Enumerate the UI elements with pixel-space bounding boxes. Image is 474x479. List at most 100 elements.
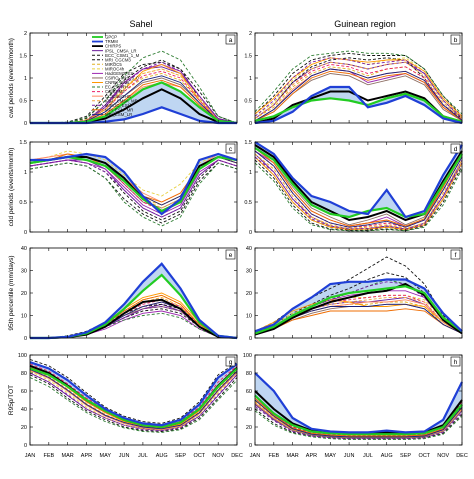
series-mpi-esm-lr-b xyxy=(254,68,463,122)
x-tick-label: JUN xyxy=(344,453,355,459)
y-tick-label: 0.5 xyxy=(244,200,252,206)
x-tick-label: MAR xyxy=(62,453,74,459)
series-ec-earth-h xyxy=(254,410,463,441)
series-ec-earth-c xyxy=(29,162,238,227)
y-tick-label: 1 xyxy=(249,170,252,176)
series-miroc-esm-f xyxy=(254,281,463,334)
y-tick-label: 100 xyxy=(243,353,252,359)
x-tick-label: OCT xyxy=(419,453,431,459)
series-mpi-esm-lr-d xyxy=(254,150,463,228)
panel-frame-g xyxy=(29,354,238,446)
series-ec-earth-e xyxy=(30,312,238,339)
y-tick-label: 10 xyxy=(246,314,252,320)
obs-envelope-h xyxy=(255,373,462,435)
panel-label-box-c xyxy=(225,143,236,154)
y-tick-label: 0 xyxy=(249,443,252,449)
y-tick-label: 100 xyxy=(18,353,27,359)
y-tick-label: 40 xyxy=(21,407,27,413)
series-ipsl-cm5a-lr-e xyxy=(30,303,238,339)
x-tick-label: APR xyxy=(81,453,92,459)
series-ec-earth-a xyxy=(30,50,238,124)
legend-label: BCC_CSM1_1_M xyxy=(105,53,140,58)
series-bcc-csm1-1-m-e xyxy=(30,303,238,339)
panel-label-box-b xyxy=(450,34,461,45)
x-tick-label: SEP xyxy=(400,453,411,459)
series-cnrm-cm5-b xyxy=(254,57,463,117)
series-canesm2-a xyxy=(30,70,238,124)
series-ipsl-cm5a-mr-d xyxy=(254,153,463,229)
y-tick-label: 40 xyxy=(246,407,252,413)
series-miroc-esm-h xyxy=(254,405,463,440)
series-trmm-e xyxy=(30,262,238,340)
panel-label-f: f xyxy=(455,252,457,259)
x-tick-label: MAR xyxy=(287,453,299,459)
series-mri-cgcm3-b xyxy=(254,57,463,119)
x-tick-label: NOV xyxy=(212,453,224,459)
series-mri-cgcm3-a xyxy=(30,59,238,124)
series-ec-earth-d xyxy=(254,162,463,232)
series-bcc-csm1-1-m-b xyxy=(254,52,463,117)
y-tick-label: 0 xyxy=(24,230,27,236)
series-trmm-b xyxy=(254,85,463,125)
panel-frame-h xyxy=(254,354,463,446)
x-tick-label: FEB xyxy=(43,453,54,459)
series-trmm-g xyxy=(29,361,238,427)
x-tick-label: JUL xyxy=(363,453,373,459)
panel-label-h: h xyxy=(454,359,458,366)
x-tick-label: AUG xyxy=(156,453,168,459)
panel-frame-d xyxy=(254,141,463,233)
series-gpcp-h xyxy=(254,394,463,436)
y-tick-label: 80 xyxy=(246,371,252,377)
series-csiro-mk3-6-0-d xyxy=(254,147,463,226)
series-bcc-csm1-1-m-g xyxy=(29,359,238,424)
series-csiro-mk3-6-0-h xyxy=(254,403,463,439)
y-tick-label: 60 xyxy=(246,389,252,395)
obs-envelope-f xyxy=(255,279,462,334)
series-miroc5-b xyxy=(254,66,463,120)
series-gpcp-b xyxy=(254,92,463,123)
panel-label-e: e xyxy=(229,252,233,259)
x-tick-label: MAY xyxy=(100,453,112,459)
y-tick-label: 10 xyxy=(21,314,27,320)
series-trmm-f xyxy=(254,278,463,333)
series-mri-cgcm3-g xyxy=(29,374,238,432)
x-tick-label: APR xyxy=(306,453,317,459)
series-miroc-esm-d xyxy=(254,156,463,230)
y-tick-label: 60 xyxy=(21,389,27,395)
y-tick-label: 1.5 xyxy=(244,54,252,60)
y-axis-label-c: cdd periods (events/month) xyxy=(8,148,15,227)
series-canesm2-g xyxy=(29,363,238,426)
legend-label: EC_EARTH xyxy=(105,85,128,90)
y-tick-label: 1 xyxy=(24,76,27,82)
panel-label-box-h xyxy=(450,356,461,367)
series-miroc5-a xyxy=(30,73,238,124)
series-gpcp-g xyxy=(29,367,238,429)
legend-label: CHIRPS xyxy=(105,44,121,49)
y-tick-label: 1.5 xyxy=(19,54,27,60)
series-ipsl-cm5a-mr-f xyxy=(254,297,463,334)
series-bcc-csm1-1-m-c xyxy=(29,162,238,224)
x-tick-label: JAN xyxy=(250,453,260,459)
panel-label-a: a xyxy=(229,37,233,44)
series-gpcp-d xyxy=(254,147,463,219)
x-tick-label: JUN xyxy=(119,453,130,459)
y-tick-label: 0.5 xyxy=(244,99,252,105)
x-tick-label: SEP xyxy=(175,453,186,459)
panel-label-box-g xyxy=(225,356,236,367)
series-miroc4h-f xyxy=(254,294,463,332)
y-axis-label-a: cwd periods (events/month) xyxy=(8,38,15,118)
series-trmm-h xyxy=(254,372,463,434)
y-tick-label: 20 xyxy=(21,425,27,431)
y-axis-label-g: R95p/TOT xyxy=(8,385,15,415)
y-tick-label: 0 xyxy=(24,336,27,342)
panel-label-d: d xyxy=(454,146,458,153)
y-tick-label: 40 xyxy=(21,246,27,252)
series-ec-earth-g xyxy=(29,377,238,433)
y-tick-label: 1.5 xyxy=(19,140,27,146)
x-tick-label: NOV xyxy=(437,453,449,459)
y-tick-label: 0 xyxy=(249,230,252,236)
series-chirps-f xyxy=(254,282,463,336)
panel-label-box-f xyxy=(450,249,461,260)
x-tick-label: DEC xyxy=(456,453,468,459)
